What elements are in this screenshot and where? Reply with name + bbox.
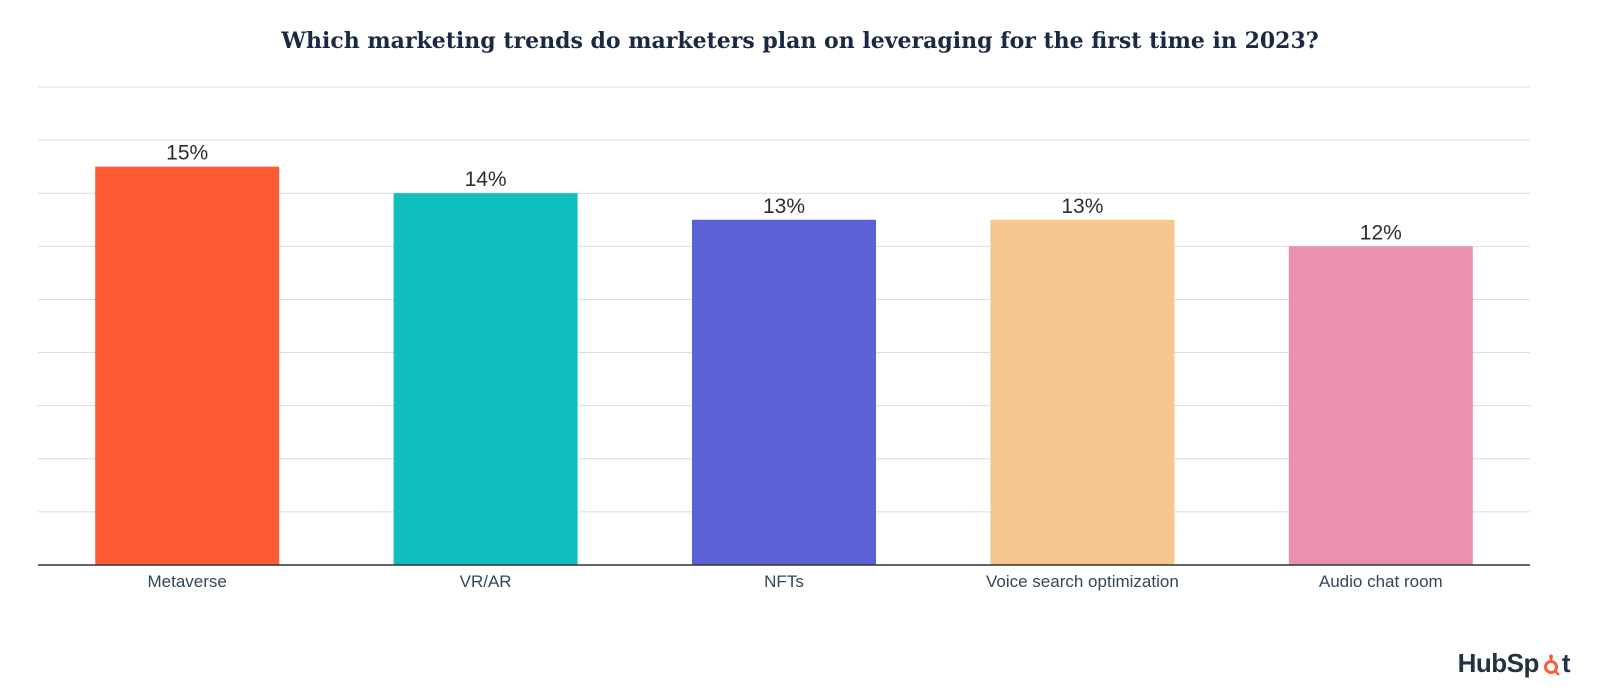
data-label: 12% [1360, 221, 1402, 244]
bar-metaverse [95, 166, 280, 565]
sprocket-icon [1543, 654, 1560, 676]
bar-audio-chat-room [1288, 246, 1473, 566]
x-tick-label: Audio chat room [1319, 572, 1443, 591]
x-tick-label: VR/AR [460, 572, 512, 591]
data-labels: 15% 14% 13% 13% 12% [166, 142, 1402, 245]
logo-text-main: HubSp [1457, 648, 1540, 678]
x-tick-label: NFTs [764, 572, 804, 591]
bar-voice-search-optimization [990, 219, 1175, 565]
bars [95, 166, 1473, 566]
x-axis-ticks: Metaverse VR/AR NFTs Voice search optimizat… [148, 572, 1443, 591]
x-tick-label: Metaverse [148, 572, 227, 591]
chart-title: Which marketing trends do marketers plan… [281, 28, 1319, 54]
x-tick-label: Voice search optimization [986, 572, 1179, 591]
bar-vr-ar [393, 193, 578, 565]
data-label: 13% [1061, 195, 1103, 218]
logo-text-end: t [1561, 648, 1571, 678]
hubspot-logo: HubSp t [1457, 648, 1571, 679]
data-label: 15% [166, 142, 208, 165]
data-label: 14% [465, 168, 507, 191]
bar-nfts [692, 219, 876, 565]
data-label: 13% [763, 195, 805, 218]
